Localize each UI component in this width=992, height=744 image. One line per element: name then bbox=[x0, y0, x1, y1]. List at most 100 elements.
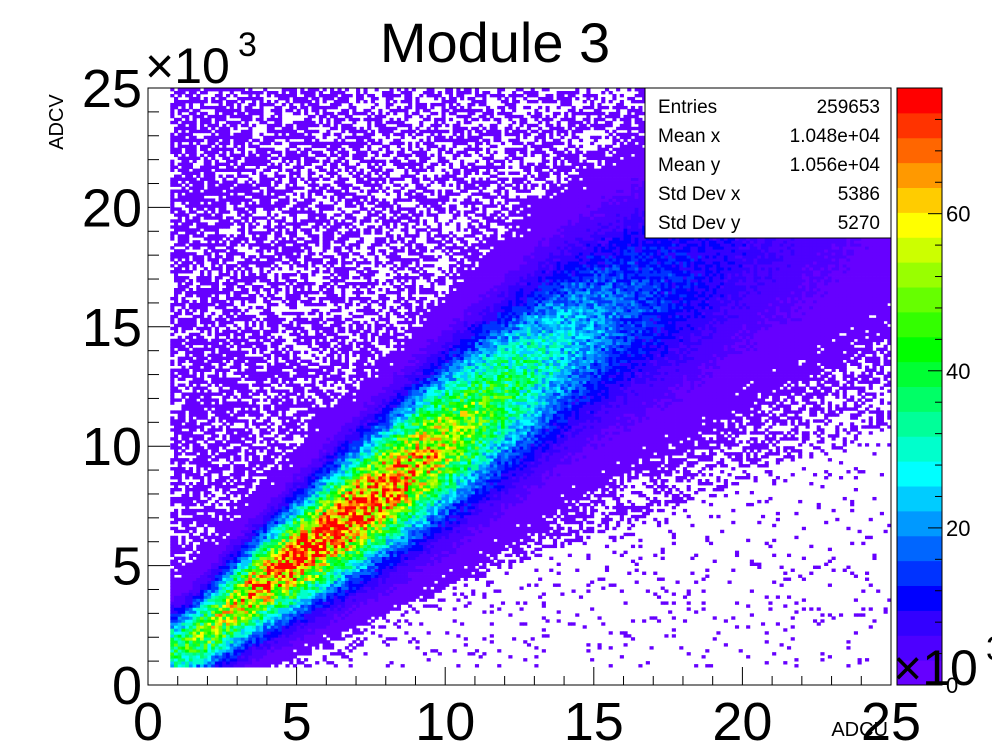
heatmap-cell bbox=[207, 105, 212, 110]
heatmap-cell bbox=[177, 168, 182, 172]
heatmap-cell bbox=[296, 249, 301, 253]
heatmap-cell bbox=[274, 649, 279, 653]
heatmap-cell bbox=[278, 613, 283, 617]
heatmap-cell bbox=[237, 383, 242, 387]
heatmap-cell bbox=[200, 425, 205, 429]
heatmap-cell bbox=[244, 288, 249, 292]
heatmap-cell bbox=[196, 413, 201, 417]
heatmap-cell bbox=[252, 404, 257, 408]
heatmap-cell bbox=[270, 625, 275, 629]
heatmap-cell bbox=[185, 562, 190, 566]
heatmap-cell bbox=[274, 362, 279, 366]
heatmap-cell bbox=[259, 517, 264, 522]
heatmap-cell bbox=[181, 377, 186, 381]
heatmap-cell bbox=[214, 341, 219, 346]
heatmap-cell bbox=[292, 640, 297, 644]
heatmap-cell bbox=[289, 661, 294, 665]
heatmap-cell bbox=[200, 655, 205, 659]
heatmap-cell bbox=[207, 661, 212, 665]
heatmap-cell bbox=[192, 574, 197, 578]
heatmap-cell bbox=[170, 305, 175, 310]
heatmap-cell bbox=[203, 177, 208, 181]
heatmap-cell bbox=[263, 276, 268, 280]
heatmap-cell bbox=[270, 296, 275, 301]
heatmap-cell bbox=[244, 198, 249, 202]
heatmap-cell bbox=[240, 467, 245, 471]
heatmap-cell bbox=[248, 189, 253, 193]
heatmap-cell bbox=[192, 571, 197, 575]
heatmap-cell bbox=[244, 577, 249, 581]
heatmap-cell bbox=[185, 616, 190, 620]
heatmap-cell bbox=[259, 344, 264, 349]
heatmap-cell bbox=[174, 344, 179, 349]
heatmap-cell bbox=[244, 356, 249, 361]
heatmap-cell bbox=[203, 559, 208, 564]
heatmap-cell bbox=[278, 383, 283, 387]
heatmap-cell bbox=[278, 625, 283, 629]
heatmap-cell bbox=[188, 335, 193, 340]
heatmap-cell bbox=[177, 288, 182, 292]
heatmap-cell bbox=[207, 562, 212, 566]
heatmap-cell bbox=[244, 401, 249, 405]
heatmap-cell bbox=[252, 619, 257, 623]
heatmap-cell bbox=[181, 171, 186, 175]
heatmap-cell bbox=[240, 589, 245, 593]
heatmap-cell bbox=[300, 186, 305, 190]
heatmap-cell bbox=[222, 446, 227, 450]
heatmap-cell bbox=[226, 574, 231, 578]
heatmap-cell bbox=[229, 201, 234, 205]
heatmap-cell bbox=[207, 243, 212, 247]
heatmap-cell bbox=[229, 661, 234, 665]
heatmap-cell bbox=[181, 264, 186, 268]
heatmap-cell bbox=[285, 389, 290, 393]
heatmap-cell bbox=[248, 243, 253, 247]
heatmap-cell bbox=[229, 655, 234, 659]
heatmap-cell bbox=[278, 350, 283, 355]
heatmap-cell bbox=[296, 261, 301, 265]
heatmap-cell bbox=[289, 559, 294, 564]
heatmap-cell bbox=[214, 186, 219, 190]
heatmap-cell bbox=[244, 583, 249, 587]
heatmap-cell bbox=[248, 619, 253, 623]
heatmap-cell bbox=[226, 467, 231, 471]
heatmap-cell bbox=[226, 556, 231, 561]
heatmap-cell bbox=[222, 332, 227, 337]
heatmap-cell bbox=[222, 619, 227, 623]
heatmap-cell bbox=[248, 613, 253, 617]
heatmap-cell bbox=[222, 350, 227, 355]
heatmap-cell bbox=[200, 195, 205, 199]
heatmap-cell bbox=[196, 302, 201, 307]
heatmap-cell bbox=[278, 574, 283, 578]
heatmap-cell bbox=[296, 577, 301, 581]
heatmap-cell bbox=[278, 550, 283, 555]
heatmap-cell bbox=[203, 577, 208, 581]
heatmap-cell bbox=[214, 649, 219, 653]
heatmap-cell bbox=[266, 490, 271, 495]
heatmap-cell bbox=[270, 628, 275, 632]
heatmap-cell bbox=[218, 183, 223, 187]
heatmap-cell bbox=[211, 338, 216, 343]
heatmap-cell bbox=[255, 529, 260, 534]
heatmap-cell bbox=[222, 547, 227, 552]
heatmap-cell bbox=[281, 598, 286, 602]
heatmap-cell bbox=[266, 371, 271, 375]
heatmap-cell bbox=[263, 619, 268, 623]
heatmap-cell bbox=[252, 610, 257, 614]
heatmap-cell bbox=[218, 153, 223, 158]
heatmap-cell bbox=[240, 550, 245, 555]
heatmap-cell bbox=[281, 407, 286, 411]
heatmap-cell bbox=[170, 401, 175, 405]
heatmap-cell bbox=[181, 628, 186, 632]
heatmap-cell bbox=[181, 425, 186, 429]
heatmap-cell bbox=[252, 437, 257, 441]
heatmap-cell bbox=[214, 332, 219, 337]
heatmap-cell bbox=[196, 216, 201, 220]
heatmap-cell bbox=[270, 571, 275, 575]
heatmap-cell bbox=[244, 568, 249, 572]
heatmap-cell bbox=[252, 192, 257, 196]
heatmap-cell bbox=[226, 296, 231, 301]
heatmap-cell bbox=[222, 338, 227, 343]
heatmap-cell bbox=[170, 640, 175, 644]
heatmap-cell bbox=[278, 228, 283, 232]
heatmap-cell bbox=[300, 520, 305, 525]
